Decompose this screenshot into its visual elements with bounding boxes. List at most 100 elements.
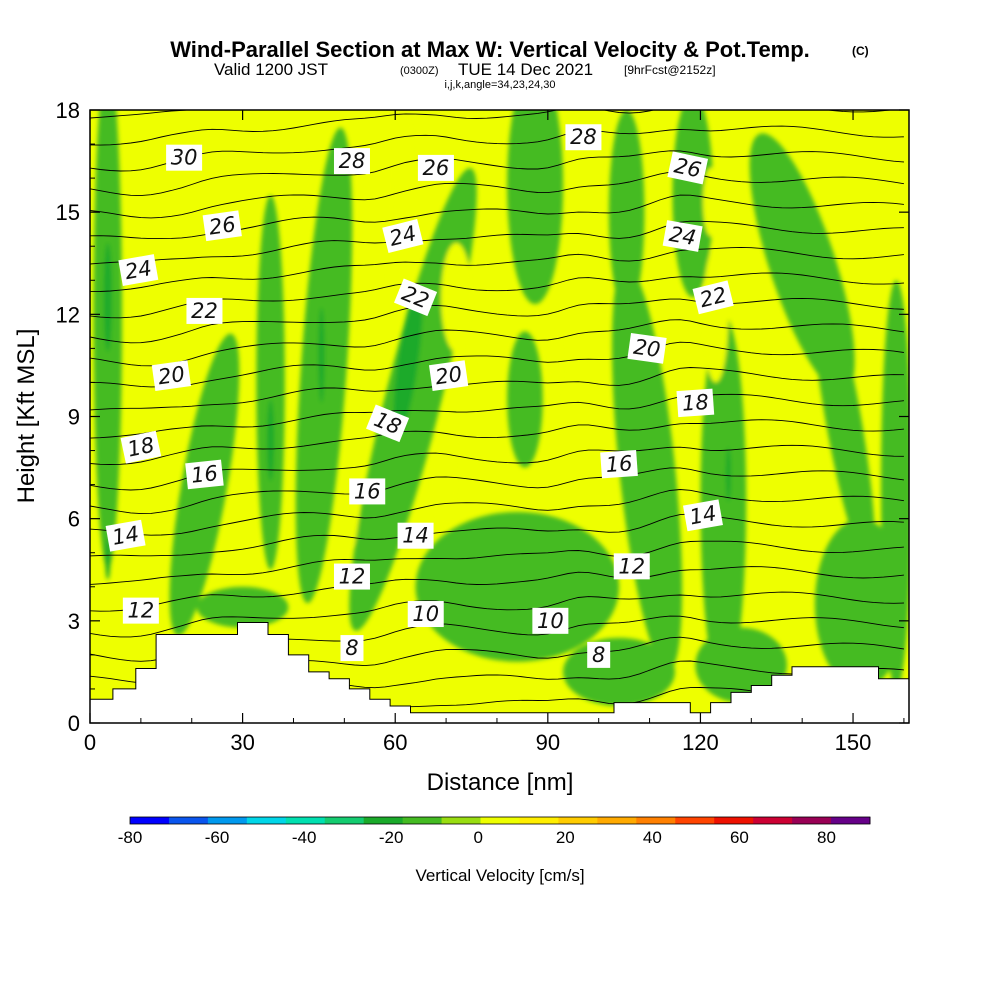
theta-label-box: [151, 360, 192, 392]
theta-label-box: [202, 210, 242, 242]
theta-label-text: 24: [667, 222, 697, 250]
theta-label: 28: [333, 148, 370, 175]
theta-label-box: [394, 278, 438, 317]
w-region: [441, 242, 472, 352]
colorbar-swatch: [363, 817, 404, 824]
subtitle-forecast: [9hrFcst@2152z]: [624, 63, 716, 77]
theta-label-box: [407, 601, 444, 628]
theta-contour-line: [90, 246, 904, 293]
theta-label-box: [667, 151, 709, 185]
colorbar-frame: [129, 816, 871, 825]
x-axis-label: Distance [nm]: [427, 769, 574, 796]
theta-label-text: 20: [156, 362, 186, 389]
theta-label-box: [366, 404, 410, 443]
theta-label: 26: [417, 154, 454, 181]
colorbar-tick-label: -80: [118, 828, 143, 847]
colorbar-swatch: [597, 817, 637, 824]
theta-label-text: 24: [123, 256, 153, 284]
w-region: [392, 110, 414, 196]
theta-label-text: 14: [402, 524, 429, 548]
y-axis-label: Height [Kft MSL]: [13, 329, 40, 504]
theta-contour-line: [90, 444, 904, 491]
title-mark: (C): [852, 44, 869, 58]
theta-label: 12: [122, 597, 159, 624]
theta-label-text: 16: [605, 451, 633, 477]
theta-label-text: 12: [339, 565, 366, 589]
theta-label-box: [428, 360, 469, 392]
theta-label: 18: [120, 430, 162, 464]
theta-label: 28: [565, 124, 602, 151]
theta-label-box: [166, 144, 203, 171]
theta-label: 14: [397, 522, 434, 549]
w-region: [196, 586, 289, 628]
theta-label: 30: [166, 144, 203, 171]
theta-label-text: 28: [339, 149, 366, 173]
theta-label: 20: [428, 360, 469, 392]
colorbar-swatch: [714, 817, 754, 824]
subtitle-valid: Valid 1200 JST: [214, 60, 328, 79]
colorbar-swatch: [441, 817, 482, 824]
w-region: [357, 144, 393, 314]
theta-contour-line: [90, 367, 904, 411]
theta-label-box: [118, 254, 159, 286]
theta-contour-line: [90, 566, 904, 612]
colorbar: -80 -60 -40 -20 0 20 40 60 80: [118, 816, 871, 847]
theta-label-box: [600, 449, 638, 479]
theta-label: 24: [662, 220, 703, 252]
theta-label-text: 16: [190, 461, 219, 488]
colorbar-swatch: [402, 817, 443, 824]
theta-contour-line: [90, 171, 904, 219]
x-tick-label: 90: [536, 730, 560, 755]
colorbar-swatch: [207, 817, 248, 824]
x-tick-label: 0: [84, 730, 96, 755]
x-tick-label: 30: [230, 730, 254, 755]
theta-contour-line: [90, 540, 904, 585]
w-region: [393, 287, 423, 437]
theta-label: 26: [667, 151, 709, 185]
theta-label-box: [105, 519, 146, 552]
theta-label-text: 26: [207, 212, 237, 239]
subtitle-utc: (0300Z): [400, 65, 439, 77]
theta-label-text: 10: [412, 602, 439, 626]
x-tick-label: 120: [682, 730, 719, 755]
theta-label-text: 14: [688, 501, 718, 529]
theta-label: 14: [105, 519, 146, 552]
theta-contour-line: [90, 341, 904, 388]
theta-label-box: [340, 635, 364, 662]
colorbar-swatch: [168, 817, 209, 824]
theta-label-box: [587, 641, 611, 668]
theta-label-box: [613, 553, 650, 580]
theta-label-text: 26: [423, 156, 450, 180]
theta-contour-line: [90, 467, 904, 515]
colorbar-swatch: [558, 817, 598, 824]
theta-label-box: [417, 154, 454, 181]
colorbar-swatch: [636, 817, 676, 824]
theta-label-text: 16: [354, 479, 381, 503]
theta-contour-line: [90, 125, 904, 172]
theta-label-box: [565, 124, 602, 151]
theta-label: 8: [587, 641, 611, 668]
w-region: [725, 447, 731, 502]
subtitle-indices: i,j,k,angle=34,23,24,30: [444, 79, 555, 91]
w-region: [507, 110, 564, 305]
w-region: [105, 539, 111, 580]
theta-label: 8: [340, 635, 364, 662]
x-tick-label: 150: [835, 730, 872, 755]
theta-label-text: 10: [537, 609, 564, 633]
colorbar-tick-label: 0: [474, 828, 483, 847]
theta-contour-line: [90, 319, 904, 367]
theta-label: 24: [118, 254, 159, 286]
colorbar-swatch: [324, 817, 365, 824]
w-region: [881, 280, 909, 689]
theta-contour-line: [90, 150, 904, 197]
theta-label: 12: [333, 563, 370, 590]
y-tick-label: 9: [68, 405, 80, 430]
theta-label-box: [186, 297, 223, 324]
y-tick-label: 15: [56, 200, 80, 225]
theta-label-text: 26: [672, 153, 703, 182]
theta-label: 16: [349, 478, 386, 505]
w-region: [695, 627, 787, 703]
w-region: [267, 399, 275, 482]
